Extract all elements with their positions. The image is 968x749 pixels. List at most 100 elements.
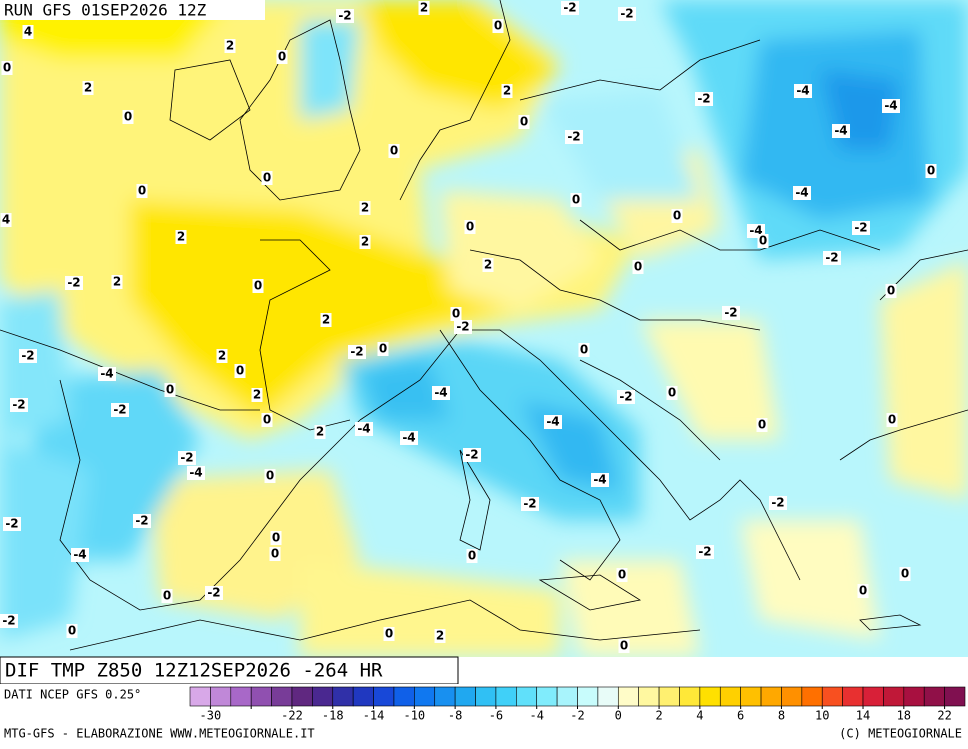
colorbar-tick-label: 6: [737, 709, 744, 723]
colorbar-swatch: [638, 686, 660, 707]
contour-label: 2: [216, 349, 228, 363]
contour-label: 0: [66, 624, 78, 638]
contour-label-text: 0: [272, 531, 280, 545]
contour-label: -4: [591, 473, 609, 487]
contour-label-box: [570, 193, 582, 207]
colorbar-swatch: [617, 686, 639, 707]
contour-label-text: 2: [361, 235, 369, 249]
contour-label-text: 0: [3, 61, 11, 75]
contour-label: 0: [122, 110, 134, 124]
contour-label: -2: [0, 614, 18, 628]
contour-label-box: [178, 451, 196, 465]
colorbar-swatch: [883, 686, 905, 707]
contour-label: -2: [205, 586, 223, 600]
contour-label-box: [722, 306, 740, 320]
contour-label-box: [216, 349, 228, 363]
contour-label: 2: [82, 81, 94, 95]
contour-label-box: [336, 9, 354, 23]
colorbar-swatch: [291, 686, 313, 707]
contour-label-box: [3, 517, 21, 531]
contour-label-box: [377, 342, 389, 356]
contour-label: -2: [521, 497, 539, 511]
contour-label-box: [561, 1, 579, 15]
contour-label: -2: [722, 306, 740, 320]
contour-label-box: [666, 386, 678, 400]
colorbar-swatch: [740, 686, 762, 707]
contour-label-box: [591, 473, 609, 487]
contour-label-text: 0: [278, 50, 286, 64]
contour-label-text: 0: [390, 144, 398, 158]
contour-label-text: -2: [12, 398, 25, 412]
contour-label-box: [925, 164, 937, 178]
contour-label-box: [234, 364, 246, 378]
colorbar-swatch: [944, 686, 966, 707]
contour-label-text: -2: [619, 390, 632, 404]
contour-label: 0: [757, 234, 769, 248]
colorbar-tick-label: -4: [529, 709, 543, 723]
credit-label: MTG-GFS - ELABORAZIONE WWW.METEOGIORNALE…: [4, 727, 315, 741]
contour-label-text: 0: [887, 284, 895, 298]
contour-label-box: [618, 639, 630, 653]
colorbar-swatch: [923, 686, 945, 707]
contour-label-text: 0: [688, 667, 696, 681]
contour-label: 2: [359, 235, 371, 249]
contour-label-box: [482, 258, 494, 272]
contour-label: 0: [264, 469, 276, 483]
colorbar-tick-label: 4: [696, 709, 703, 723]
contour-label-box: [544, 415, 562, 429]
contour-label-box: [882, 99, 900, 113]
colorbar-swatch: [781, 686, 803, 707]
contour-label-box: [687, 667, 698, 681]
colorbar-swatch: [658, 686, 680, 707]
contour-label-box: [400, 431, 418, 445]
run-label: RUN GFS 01SEP2026 12Z: [4, 1, 207, 20]
contour-label-text: -2: [567, 130, 580, 144]
contour-label-text: 2: [226, 39, 234, 53]
colorbar-swatch: [189, 686, 211, 707]
contour-label: -2: [769, 496, 787, 510]
contour-label: 0: [570, 193, 582, 207]
colorbar-tick-label: 14: [856, 709, 870, 723]
contour-label-text: 0: [759, 234, 767, 248]
contour-label: 0: [466, 549, 478, 563]
colorbar-swatch: [516, 686, 538, 707]
contour-label-box: [187, 466, 205, 480]
contour-label-text: -2: [21, 349, 34, 363]
contour-label: -4: [882, 99, 900, 113]
colorbar-swatch: [577, 686, 599, 707]
colorbar-tick-label: -22: [281, 709, 303, 723]
contour-label-text: 0: [124, 110, 132, 124]
contour-label-box: [794, 84, 812, 98]
contour-label: -2: [111, 403, 129, 417]
contour-label-text: 0: [263, 171, 271, 185]
contour-label-text: 0: [452, 307, 460, 321]
colorbar-swatch: [352, 686, 374, 707]
contour-label-text: -2: [5, 517, 18, 531]
contour-label: -4: [400, 431, 418, 445]
contour-label-box: [111, 275, 123, 289]
contour-label-box: [696, 545, 714, 559]
colorbar-swatch: [230, 686, 252, 707]
contour-label: -2: [10, 398, 28, 412]
contour-label: 0: [164, 383, 176, 397]
contour-label-text: 0: [466, 220, 474, 234]
contour-label-text: -2: [563, 1, 576, 15]
contour-label: 0: [857, 584, 869, 598]
contour-label-text: 2: [503, 84, 511, 98]
contour-label-text: 2: [113, 275, 121, 289]
colorbar-swatch: [536, 686, 558, 707]
contour-label-text: 0: [520, 115, 528, 129]
contour-label: 0: [276, 50, 288, 64]
title-box: [0, 656, 459, 685]
contour-label-text: 2: [84, 81, 92, 95]
contour-label: -2: [454, 320, 472, 334]
contour-label-text: -4: [73, 548, 86, 562]
colorbar-swatch: [454, 686, 476, 707]
contour-label: 0: [383, 627, 395, 641]
colorbar-tick-label: -2: [570, 709, 584, 723]
contour-label-text: 0: [266, 469, 274, 483]
contour-label-box: [885, 284, 897, 298]
contour-label-text: 0: [166, 383, 174, 397]
colorbar-swatch: [475, 686, 497, 707]
colorbar-swatch: [250, 686, 272, 707]
